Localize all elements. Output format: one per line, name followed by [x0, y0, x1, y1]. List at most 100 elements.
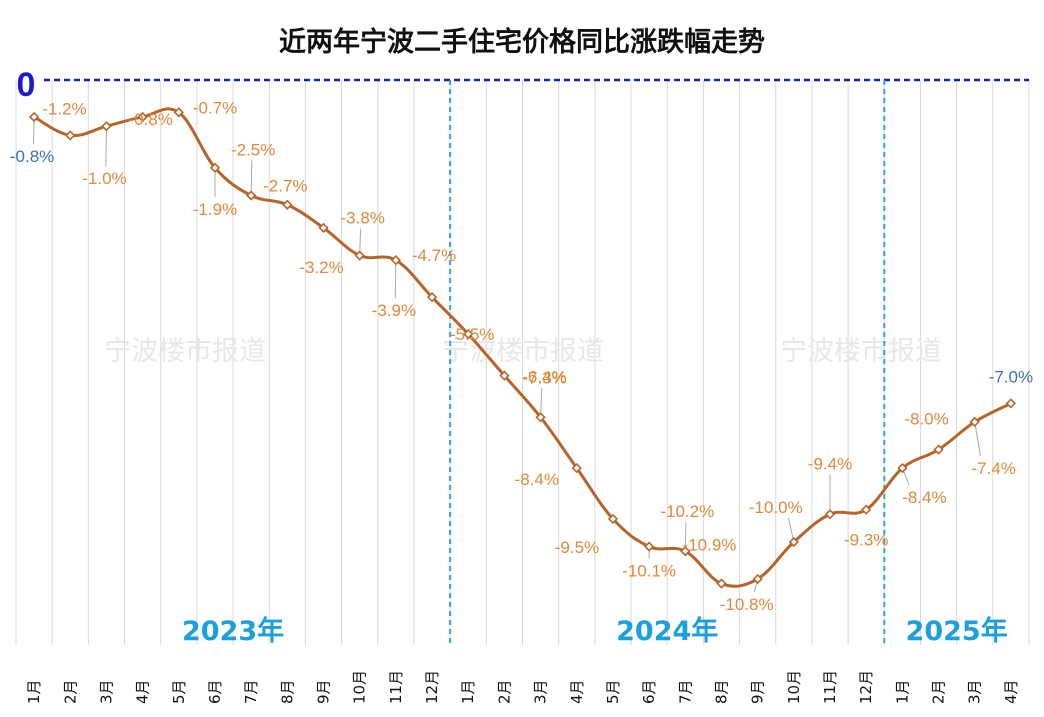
data-label: -9.4% — [808, 454, 852, 473]
data-marker — [137, 111, 148, 123]
data-label: -8.4% — [902, 488, 946, 507]
data-label: -2.7% — [263, 177, 307, 196]
data-marker — [499, 370, 510, 381]
x-tick-label: 7月 — [242, 679, 260, 704]
data-label: -3.8% — [340, 209, 384, 228]
x-tick-label: 7月 — [676, 679, 694, 704]
data-marker — [607, 513, 619, 525]
year-labels: 2023年 2024年 2025年 — [182, 615, 1008, 647]
data-label: -1.2% — [42, 99, 86, 118]
x-tick-label: 1月 — [459, 679, 477, 704]
x-tick-label: 11月 — [387, 670, 405, 704]
label-leader — [974, 421, 981, 456]
chart-title: 近两年宁波二手住宅价格同比涨跌幅走势 — [279, 26, 765, 58]
x-tick-label: 2月 — [495, 679, 513, 704]
data-label: -10.1% — [622, 562, 676, 581]
x-tick-label: 1月 — [893, 679, 911, 704]
data-label: -10.9% — [683, 536, 737, 555]
data-label: -10.2% — [660, 502, 714, 521]
x-tick-label: 4月 — [568, 679, 586, 704]
year-label: 2024年 — [616, 615, 718, 647]
x-tick-label: 9月 — [315, 679, 333, 704]
data-marker — [1005, 398, 1017, 409]
x-tick-label: 10月 — [785, 670, 803, 704]
data-marker — [933, 444, 944, 455]
data-marker — [897, 462, 908, 474]
x-tick-label: 8月 — [278, 679, 296, 704]
data-label: -7.0% — [989, 367, 1033, 386]
x-tick-label: 3月 — [532, 679, 550, 704]
data-marker — [535, 412, 546, 423]
data-label: -10.0% — [749, 498, 803, 517]
data-label: -4.7% — [412, 246, 456, 265]
data-marker — [969, 416, 980, 428]
data-marker — [28, 111, 40, 123]
x-tick-label: 2月 — [930, 679, 948, 704]
year-label: 2023年 — [182, 615, 284, 647]
year-dividers — [449, 80, 886, 645]
data-marker — [173, 107, 184, 118]
data-label: -9.3% — [844, 531, 888, 550]
watermarks: 宁波楼市报道 宁波楼市报道 宁波楼市报道 — [104, 336, 942, 367]
data-label: -3.9% — [372, 301, 416, 320]
data-label: -1.9% — [193, 200, 237, 219]
label-leader — [394, 260, 397, 299]
data-marker — [788, 536, 799, 548]
data-marker — [680, 546, 691, 557]
watermark-text: 宁波楼市报道 — [780, 336, 942, 367]
x-axis-ticks: 1月 2月 3月 4月 5月 6月 7月 8月 9月 10月 11月 12月 1月 2月 3月 4月 5月 6月 7… — [25, 670, 1020, 704]
year-label: 2025年 — [906, 615, 1008, 647]
data-marker — [571, 462, 582, 474]
data-marker — [716, 578, 727, 589]
data-marker — [101, 121, 112, 132]
data-label: -2.5% — [231, 141, 275, 160]
data-label: -0.8% — [128, 110, 172, 129]
x-tick-label: 12月 — [857, 670, 875, 704]
data-marker — [426, 292, 438, 303]
label-leader — [250, 160, 253, 196]
x-tick-label: 3月 — [966, 679, 984, 704]
data-label: -10.8% — [720, 595, 774, 614]
data-label: -8.0% — [904, 410, 948, 429]
x-tick-label: 12月 — [423, 670, 441, 704]
data-label: -7.3% — [522, 368, 566, 387]
x-tick-label: 5月 — [170, 679, 188, 704]
data-label: -6.4% — [522, 368, 566, 387]
x-tick-label: 10月 — [351, 670, 369, 704]
data-marker — [463, 328, 474, 340]
x-tick-label: 3月 — [97, 679, 115, 704]
x-tick-label: 6月 — [206, 679, 224, 704]
data-marker — [861, 504, 872, 515]
x-tick-label: 1月 — [25, 679, 43, 704]
watermark-text: 宁波楼市报道 — [104, 336, 266, 367]
data-label: -3.2% — [299, 258, 343, 277]
data-label: -8.4% — [515, 470, 559, 489]
data-marker — [752, 573, 763, 585]
x-tick-label: 11月 — [821, 670, 839, 704]
watermark-text: 宁波楼市报道 — [442, 336, 604, 367]
x-tick-label: 8月 — [712, 679, 730, 704]
x-tick-label: 4月 — [134, 679, 152, 704]
data-label: -9.5% — [555, 538, 599, 557]
data-marker — [318, 222, 329, 233]
data-label: -1.0% — [82, 169, 126, 188]
x-tick-label: 5月 — [604, 679, 622, 704]
data-marker — [643, 541, 655, 552]
series-line — [33, 107, 1012, 588]
data-marker — [390, 255, 402, 266]
data-marker — [209, 162, 221, 173]
data-markers — [28, 107, 1017, 589]
label-leaders — [32, 116, 981, 593]
data-marker — [282, 199, 293, 210]
zero-label: 0 — [17, 66, 36, 104]
data-label: -0.8% — [10, 147, 54, 166]
data-marker — [65, 130, 76, 141]
label-leader — [105, 126, 107, 167]
x-tick-label: 6月 — [640, 679, 658, 704]
x-tick-label: 9月 — [749, 679, 767, 704]
x-tick-label: 4月 — [1002, 679, 1020, 704]
data-label: -5.5% — [450, 325, 494, 344]
data-marker — [246, 190, 257, 201]
x-tick-label: 2月 — [61, 679, 79, 704]
